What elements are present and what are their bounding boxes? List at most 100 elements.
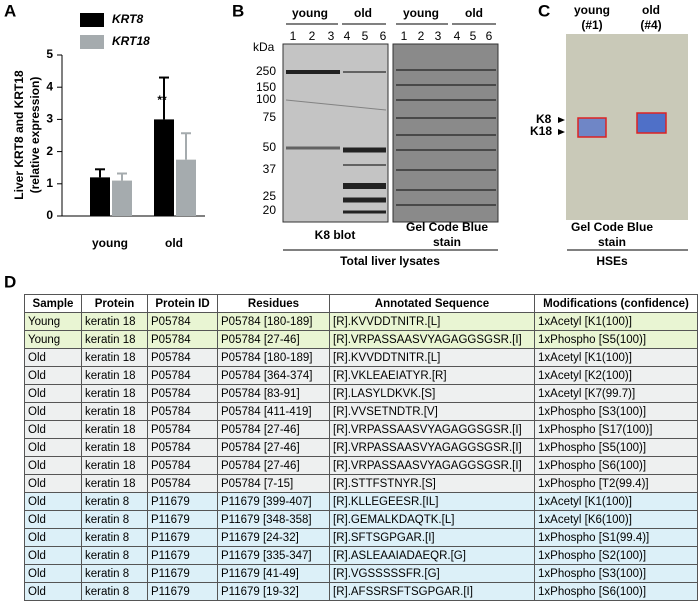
marker-label: 250	[256, 64, 276, 78]
table-cell: P05784	[147, 366, 218, 385]
table-cell: 1xPhospho [S1(99.4)]	[534, 528, 698, 547]
table-cell: keratin 8	[81, 564, 148, 583]
legend-label: KRT18	[112, 34, 150, 48]
band-label: K18	[530, 124, 552, 138]
table-cell: 1xAcetyl [K1(100)]	[534, 312, 698, 331]
table-row: Old keratin 18 P05784 P05784 [83-91] [R].LAS…	[24, 384, 698, 403]
table-cell: P11679	[147, 492, 218, 511]
table-cell: P05784	[147, 402, 218, 421]
blot-label: K8 blot	[315, 228, 356, 242]
band-box	[577, 117, 607, 138]
table-cell: [R].VVSETNDTR.[V]	[329, 402, 535, 421]
lane-label: 3	[328, 29, 335, 43]
marker-label: 25	[263, 189, 277, 203]
table-row: Old keratin 18 P05784 P05784 [411-419] [R].V…	[24, 402, 698, 421]
table-cell: keratin 8	[81, 546, 148, 565]
table-cell: keratin 18	[81, 456, 148, 475]
page: A Liver KRT8 and KRT18 (relative express…	[4, 1, 698, 601]
table-cell: keratin 18	[81, 312, 148, 331]
modifications-table: Sample Protein Protein ID Residues Annotated…	[24, 294, 698, 601]
table-cell: keratin 18	[81, 438, 148, 457]
table-cell: [R].VRPASSAASVYAGAGGSGSR.[I]	[329, 420, 535, 439]
marker-label: 20	[263, 203, 277, 217]
annotation: **	[157, 93, 167, 107]
stain-bands	[396, 69, 496, 206]
table-cell: keratin 18	[81, 420, 148, 439]
header-cell: Annotated Sequence	[329, 294, 535, 313]
y-tick-label: 0	[46, 208, 53, 222]
table-row: Young keratin 18 P05784 P05784 [27-46] [R].V…	[24, 330, 698, 349]
table-cell: Old	[24, 438, 82, 457]
table-cell: keratin 8	[81, 582, 148, 601]
table-cell: P05784 [83-91]	[217, 384, 330, 403]
bar	[112, 180, 132, 216]
lane-label: old	[642, 3, 660, 17]
legend-label: KRT8	[112, 12, 143, 26]
table-cell: P05784 [27-46]	[217, 456, 330, 475]
table-cell: Old	[24, 510, 82, 529]
bar	[154, 119, 174, 216]
table-cell: 1xPhospho [S5(100)]	[534, 330, 698, 349]
table-cell: [R].ASLEAAIADAEQR.[G]	[329, 546, 535, 565]
table-cell: P05784	[147, 438, 218, 457]
marker-label: 37	[263, 162, 277, 176]
table-row: Young keratin 18 P05784 P05784 [180-189] [R]…	[24, 312, 698, 331]
table-row: Old keratin 18 P05784 P05784 [7-15] [R].STTF…	[24, 474, 698, 493]
group-label: old	[354, 6, 372, 20]
table-cell: 1xPhospho [T2(99.4)]	[534, 474, 698, 493]
table-cell: [R].KVVDDTNITR.[L]	[329, 348, 535, 367]
table-cell: Old	[24, 546, 82, 565]
table-cell: P11679 [335-347]	[217, 546, 330, 565]
table-cell: P05784 [411-419]	[217, 402, 330, 421]
table-cell: keratin 8	[81, 492, 148, 511]
table-row: Old keratin 18 P05784 P05784 [180-189] [R].K…	[24, 348, 698, 367]
table-cell: Old	[24, 528, 82, 547]
lane-label: 6	[486, 29, 493, 43]
legend-swatch	[80, 35, 104, 49]
table-cell: keratin 18	[81, 384, 148, 403]
group-label: young	[292, 6, 328, 20]
table-cell: keratin 18	[81, 474, 148, 493]
panel-letter: C	[538, 1, 550, 20]
header-row: Sample Protein Protein ID Residues Annotated…	[24, 294, 698, 313]
table-cell: P11679 [399-407]	[217, 492, 330, 511]
table-cell: P11679 [24-32]	[217, 528, 330, 547]
table-cell: Old	[24, 420, 82, 439]
table-cell: keratin 18	[81, 402, 148, 421]
marker-label: 50	[263, 140, 277, 154]
table-cell: Old	[24, 474, 82, 493]
table-cell: [R].VRPASSAASVYAGAGGSGSR.[I]	[329, 330, 535, 349]
stain-label: stain	[433, 235, 461, 249]
marker-label: 75	[263, 110, 277, 124]
table-cell: [R].SFTSGPGAR.[I]	[329, 528, 535, 547]
table-cell: keratin 18	[81, 348, 148, 367]
table-cell: [R].VGSSSSSFR.[G]	[329, 564, 535, 583]
y-axis-label: Liver KRT8 and KRT18	[12, 70, 26, 200]
table-row: Old keratin 8 P11679 P11679 [24-32] [R].SFTS…	[24, 528, 698, 547]
table-row: Old keratin 18 P05784 P05784 [364-374] [R].V…	[24, 366, 698, 385]
table-row: Old keratin 8 P11679 P11679 [335-347] [R].AS…	[24, 546, 698, 565]
table-cell: [R].STTFSTNYR.[S]	[329, 474, 535, 493]
table-cell: P05784	[147, 384, 218, 403]
table-cell: Old	[24, 456, 82, 475]
stain-label: Gel Code Blue	[406, 220, 488, 234]
table-cell: P05784 [180-189]	[217, 312, 330, 331]
table-cell: P11679 [348-358]	[217, 510, 330, 529]
table-cell: [R].VRPASSAASVYAGAGGSGSR.[I]	[329, 438, 535, 457]
table-cell: 1xPhospho [S2(100)]	[534, 546, 698, 565]
figure: A Liver KRT8 and KRT18 (relative express…	[4, 1, 688, 290]
table-cell: P11679	[147, 528, 218, 547]
band-box	[636, 112, 667, 134]
table-cell: 1xAcetyl [K6(100)]	[534, 510, 698, 529]
table-cell: Old	[24, 564, 82, 583]
group-label: old	[465, 6, 483, 20]
table-cell: keratin 18	[81, 366, 148, 385]
table-cell: P05784	[147, 348, 218, 367]
caption: HSEs	[596, 254, 628, 268]
table-cell: P05784	[147, 420, 218, 439]
lane-label: 3	[435, 29, 442, 43]
table-cell: Old	[24, 384, 82, 403]
header-cell: Residues	[217, 294, 330, 313]
table-cell: 1xPhospho [S3(100)]	[534, 402, 698, 421]
table-cell: P05784	[147, 474, 218, 493]
